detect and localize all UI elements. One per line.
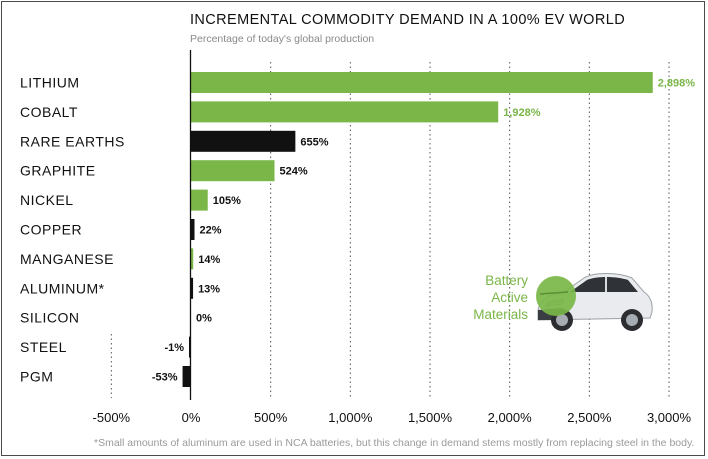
category-label: PGM [20, 369, 53, 385]
category-label: RARE EARTHS [20, 133, 125, 149]
value-label: -53% [152, 372, 178, 384]
legend-line-2: Active [491, 290, 528, 305]
x-tick-label: -500% [93, 410, 131, 425]
bar-lithium [191, 72, 653, 93]
x-tick-label: 1,500% [408, 410, 453, 425]
category-label: NICKEL [20, 192, 74, 208]
bar-cobalt [191, 101, 499, 123]
category-label: ALUMINUM* [20, 280, 105, 296]
bar-pgm [182, 366, 191, 387]
electric-car-icon [532, 266, 656, 338]
x-tick-label: 0% [182, 410, 201, 425]
value-label: 2,898% [658, 78, 696, 90]
bar-copper [191, 219, 195, 240]
value-label: 655% [300, 136, 328, 148]
value-label: 13% [198, 283, 220, 295]
bars [182, 72, 653, 387]
category-labels: LITHIUM COBALT RARE EARTHS GRAPHITE NICKEL CO… [20, 75, 125, 385]
chart-subtitle: Percentage of today's global production [190, 33, 375, 45]
bar-nickel [191, 189, 208, 211]
value-label: 14% [198, 254, 220, 266]
x-tick-label: 3,000% [647, 410, 692, 425]
category-label: LITHIUM [20, 75, 80, 91]
bar-graphite [191, 160, 275, 182]
value-label: 22% [200, 225, 222, 237]
value-label: -1% [164, 342, 184, 354]
gridlines [110, 62, 670, 398]
x-tick-label: 2,500% [567, 410, 612, 425]
x-tick-labels: -500% 0% 500% 1,000% 1,500% 2,000% 2,500% 3,000… [93, 410, 692, 425]
category-label: COBALT [20, 104, 78, 120]
x-tick-label: 2,000% [488, 410, 533, 425]
bar-rare-earths [191, 130, 296, 152]
chart-title: INCREMENTAL COMMODITY DEMAND IN A 100% E… [190, 12, 626, 28]
value-label: 1,928% [503, 107, 541, 119]
legend-line-1: Battery [485, 273, 528, 288]
x-tick-label: 500% [254, 410, 288, 425]
value-labels: 2,898% 1,928% 655% 524% 105% 22% 14% 13% 0% -1% -5… [152, 78, 695, 384]
bar-aluminum [191, 277, 194, 299]
value-label: 0% [196, 313, 212, 325]
value-label: 105% [213, 195, 241, 207]
x-tick-label: 1,000% [328, 410, 373, 425]
legend-line-3: Materials [473, 307, 528, 322]
bar-manganese [191, 248, 194, 270]
category-label: GRAPHITE [20, 163, 96, 179]
footnote: *Small amounts of aluminum are used in N… [94, 437, 695, 449]
category-label: MANGANESE [20, 251, 114, 267]
legend-label: Battery Active Materials [460, 272, 528, 323]
value-label: 524% [279, 166, 307, 178]
category-label: COPPER [20, 222, 82, 238]
category-label: SILICON [20, 310, 80, 326]
category-label: STEEL [20, 339, 67, 355]
